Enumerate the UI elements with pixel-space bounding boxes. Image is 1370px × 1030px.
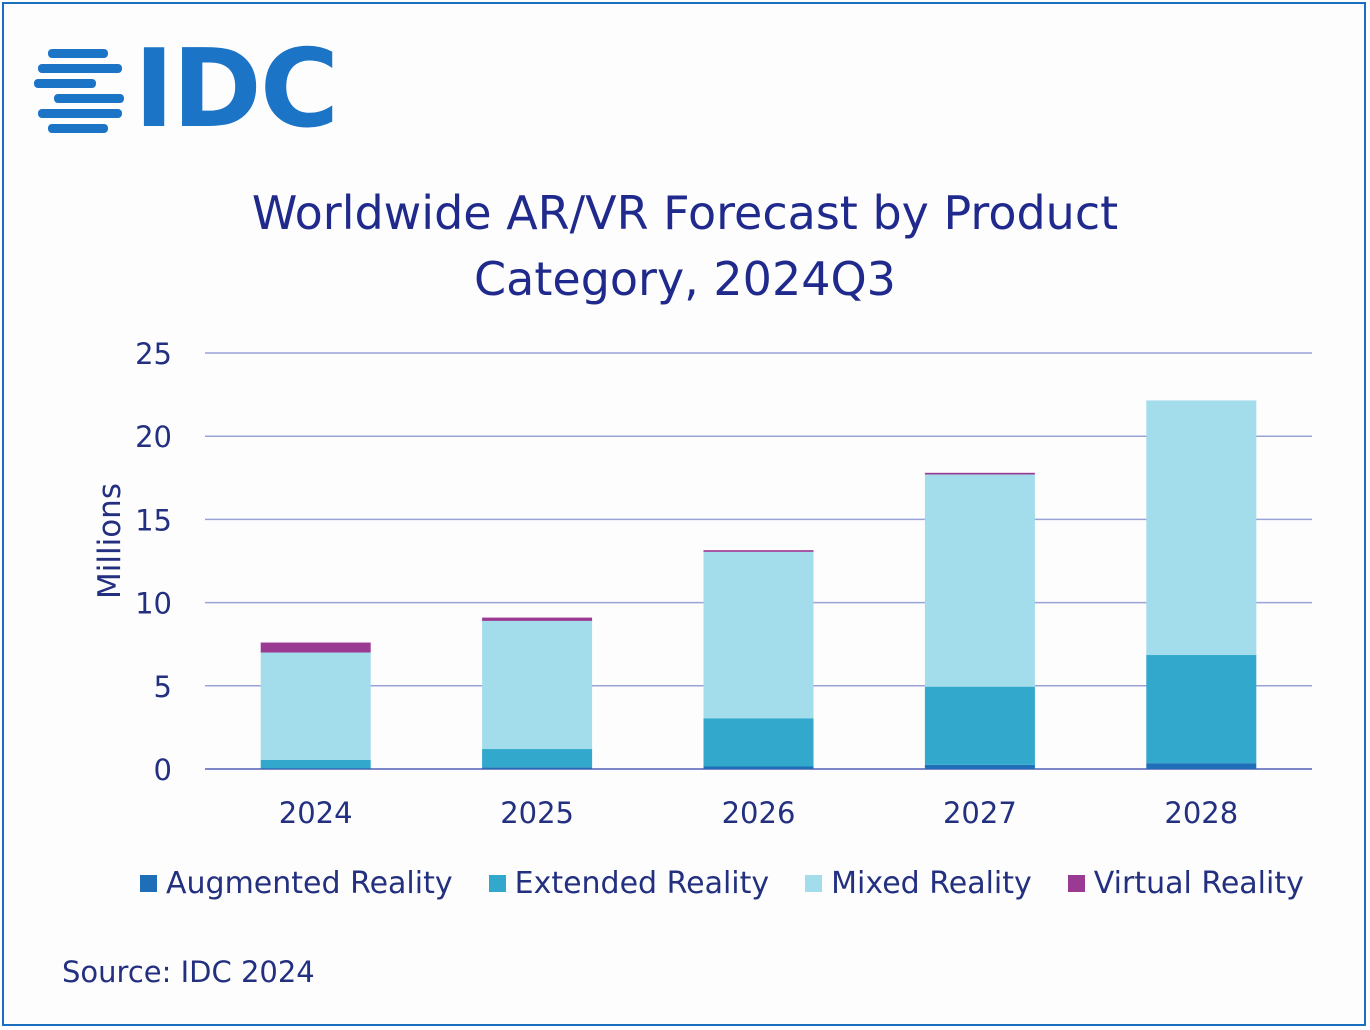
bar-virtual-reality-2027 bbox=[924, 472, 1035, 475]
legend-label: Mixed Reality bbox=[831, 866, 1032, 901]
y-tick-label: 25 bbox=[135, 337, 172, 371]
bar-extended-reality-2026 bbox=[703, 718, 814, 767]
legend-item-extended-reality: Extended Reality bbox=[488, 866, 770, 901]
legend-swatch-mixed-reality bbox=[805, 875, 823, 892]
legend-item-augmented-reality: Augmented Reality bbox=[140, 866, 453, 901]
legend-swatch-extended-reality bbox=[488, 875, 506, 892]
source-note: Source: IDC 2024 bbox=[62, 955, 315, 989]
x-tick-label: 2027 bbox=[943, 796, 1017, 830]
legend-label: Virtual Reality bbox=[1093, 866, 1304, 901]
bar-extended-reality-2024 bbox=[260, 759, 371, 769]
bar-augmented-reality-2027 bbox=[924, 764, 1035, 769]
x-tick-label: 2028 bbox=[1164, 796, 1238, 830]
logo-globe-icon bbox=[34, 49, 124, 133]
bar-mixed-reality-2028 bbox=[1146, 400, 1257, 656]
y-tick-label: 20 bbox=[135, 420, 172, 454]
chart-title-line-2: Category, 2024Q3 bbox=[474, 252, 896, 306]
bar-augmented-reality-2028 bbox=[1146, 763, 1257, 769]
bar-mixed-reality-2026 bbox=[703, 551, 814, 719]
y-axis-title: Millions bbox=[92, 483, 128, 599]
legend-swatch-virtual-reality bbox=[1067, 875, 1085, 892]
bar-virtual-reality-2025 bbox=[482, 617, 593, 621]
y-tick-label: 15 bbox=[135, 503, 172, 537]
bar-augmented-reality-2026 bbox=[703, 766, 814, 769]
y-tick-label: 5 bbox=[154, 670, 172, 704]
bar-mixed-reality-2024 bbox=[260, 652, 371, 760]
chart-title: Worldwide AR/VR Forecast by Product Cate… bbox=[0, 180, 1370, 312]
bar-virtual-reality-2026 bbox=[703, 550, 814, 552]
y-tick-label: 10 bbox=[135, 587, 172, 621]
bar-virtual-reality-2024 bbox=[260, 642, 371, 653]
bar-mixed-reality-2027 bbox=[924, 474, 1035, 687]
logo-text: IDC bbox=[134, 27, 339, 152]
legend-item-virtual-reality: Virtual Reality bbox=[1067, 866, 1304, 901]
bar-extended-reality-2028 bbox=[1146, 655, 1257, 764]
x-tick-label: 2026 bbox=[722, 796, 796, 830]
y-tick-label: 0 bbox=[154, 753, 172, 787]
bar-mixed-reality-2025 bbox=[482, 620, 593, 750]
legend-label: Augmented Reality bbox=[166, 866, 453, 901]
bar-augmented-reality-2024 bbox=[260, 768, 371, 769]
x-tick-label: 2025 bbox=[500, 796, 574, 830]
bar-augmented-reality-2025 bbox=[482, 767, 593, 769]
legend-item-mixed-reality: Mixed Reality bbox=[805, 866, 1032, 901]
legend-label: Extended Reality bbox=[514, 866, 770, 901]
legend-swatch-augmented-reality bbox=[140, 875, 157, 892]
bar-extended-reality-2025 bbox=[482, 749, 593, 768]
x-tick-label: 2024 bbox=[279, 796, 353, 830]
chart-title-line-1: Worldwide AR/VR Forecast by Product bbox=[251, 186, 1119, 240]
bar-extended-reality-2027 bbox=[924, 686, 1035, 765]
chart-legend: Augmented Reality Extended Reality Mixed… bbox=[140, 866, 1340, 901]
idc-logo: IDC bbox=[34, 36, 339, 144]
